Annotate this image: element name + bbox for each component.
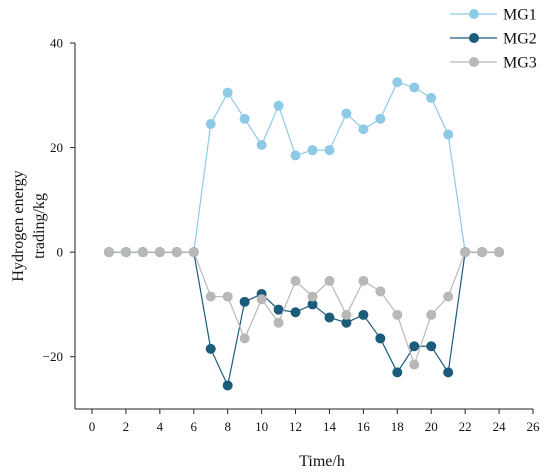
data-point-mg2 xyxy=(222,380,233,391)
x-tick-label: 8 xyxy=(224,419,231,434)
legend-marker xyxy=(469,57,479,67)
data-point-mg2 xyxy=(392,367,403,378)
data-point-mg1 xyxy=(273,100,284,111)
data-point-mg2 xyxy=(426,341,437,352)
x-tick-label: 22 xyxy=(459,419,472,434)
data-point-mg3 xyxy=(426,309,437,320)
x-tick-label: 10 xyxy=(255,419,268,434)
data-point-mg2 xyxy=(205,343,216,354)
y-tick-label: −20 xyxy=(43,349,63,364)
data-point-mg1 xyxy=(324,145,335,156)
data-point-mg3 xyxy=(307,291,318,302)
data-point-mg3 xyxy=(494,247,505,258)
y-tick-label: 20 xyxy=(50,140,63,155)
data-point-mg3 xyxy=(171,247,182,258)
y-tick-label: 0 xyxy=(57,245,64,260)
legend-item-mg3: MG3 xyxy=(450,55,537,72)
legend-label: MG1 xyxy=(503,7,537,24)
data-point-mg3 xyxy=(273,317,284,328)
x-tick-label: 16 xyxy=(357,419,371,434)
data-point-mg1 xyxy=(290,150,301,161)
data-point-mg1 xyxy=(426,92,437,103)
data-point-mg1 xyxy=(256,139,267,150)
data-point-mg3 xyxy=(324,275,335,286)
legend-label: MG3 xyxy=(503,55,537,72)
data-point-mg2 xyxy=(358,309,369,320)
y-tick-label: 40 xyxy=(50,36,63,51)
data-point-mg3 xyxy=(460,247,471,258)
series-line-mg1 xyxy=(108,81,500,253)
series-mg3 xyxy=(103,247,505,370)
data-point-mg2 xyxy=(409,341,420,352)
data-point-mg3 xyxy=(222,291,233,302)
y-axis-title-line-2: trading/kg xyxy=(31,193,48,259)
data-point-mg1 xyxy=(239,113,250,124)
y-axis-title-line-1: Hydrogen energy xyxy=(10,170,27,281)
data-point-mg2 xyxy=(324,312,335,323)
data-point-mg1 xyxy=(222,87,233,98)
axes xyxy=(74,43,533,410)
x-tick-label: 6 xyxy=(191,419,198,434)
legend-marker xyxy=(469,9,479,19)
data-point-mg3 xyxy=(290,275,301,286)
legend-item-mg1: MG1 xyxy=(450,7,537,24)
x-axis-title: Time/h xyxy=(299,453,345,470)
data-point-mg3 xyxy=(188,247,199,258)
data-point-mg3 xyxy=(358,275,369,286)
data-point-mg3 xyxy=(409,359,420,370)
data-point-mg1 xyxy=(358,124,369,135)
data-point-mg2 xyxy=(273,304,284,315)
series-mg2 xyxy=(103,247,505,391)
legend: MG1 MG2 MG3 xyxy=(450,7,537,72)
data-point-mg2 xyxy=(375,333,386,344)
data-point-mg1 xyxy=(392,77,403,88)
data-point-mg3 xyxy=(443,291,454,302)
data-point-mg2 xyxy=(290,307,301,318)
data-point-mg3 xyxy=(120,247,131,258)
legend-label: MG2 xyxy=(503,31,537,48)
x-tick-label: 26 xyxy=(527,419,541,434)
data-point-mg3 xyxy=(205,291,216,302)
x-tick-label: 24 xyxy=(493,419,507,434)
x-tick-label: 4 xyxy=(157,419,164,434)
x-tick-label: 2 xyxy=(123,419,130,434)
data-point-mg3 xyxy=(256,294,267,305)
data-point-mg3 xyxy=(477,247,488,258)
y-axis-title: Hydrogen energy trading/kg xyxy=(10,170,48,281)
x-tick-label: 14 xyxy=(323,419,337,434)
data-point-mg3 xyxy=(239,333,250,344)
x-tick-label: 18 xyxy=(391,419,404,434)
data-point-mg1 xyxy=(409,82,420,93)
x-tick-label: 0 xyxy=(89,419,96,434)
series-line-mg2 xyxy=(108,251,500,388)
y-ticks: −20 0 20 40 xyxy=(43,36,75,364)
x-tick-label: 20 xyxy=(425,419,438,434)
x-ticks: 0 2 4 6 8 10 12 14 16 18 20 22 24 26 xyxy=(89,409,540,434)
data-point-mg1 xyxy=(205,119,216,130)
x-tick-label: 12 xyxy=(289,419,302,434)
data-point-mg2 xyxy=(239,296,250,307)
data-point-mg1 xyxy=(443,129,454,140)
series-layer xyxy=(103,77,505,391)
data-point-mg3 xyxy=(154,247,165,258)
data-point-mg3 xyxy=(375,286,386,297)
data-point-mg2 xyxy=(307,299,318,310)
data-point-mg1 xyxy=(307,145,318,156)
data-point-mg2 xyxy=(443,367,454,378)
legend-item-mg2: MG2 xyxy=(450,31,537,48)
data-point-mg1 xyxy=(341,108,352,119)
data-point-mg1 xyxy=(375,113,386,124)
data-point-mg3 xyxy=(137,247,148,258)
legend-marker xyxy=(469,33,479,43)
series-mg1 xyxy=(103,77,505,258)
data-point-mg3 xyxy=(341,309,352,320)
data-point-mg3 xyxy=(392,309,403,320)
data-point-mg2 xyxy=(341,317,352,328)
data-point-mg3 xyxy=(103,247,114,258)
